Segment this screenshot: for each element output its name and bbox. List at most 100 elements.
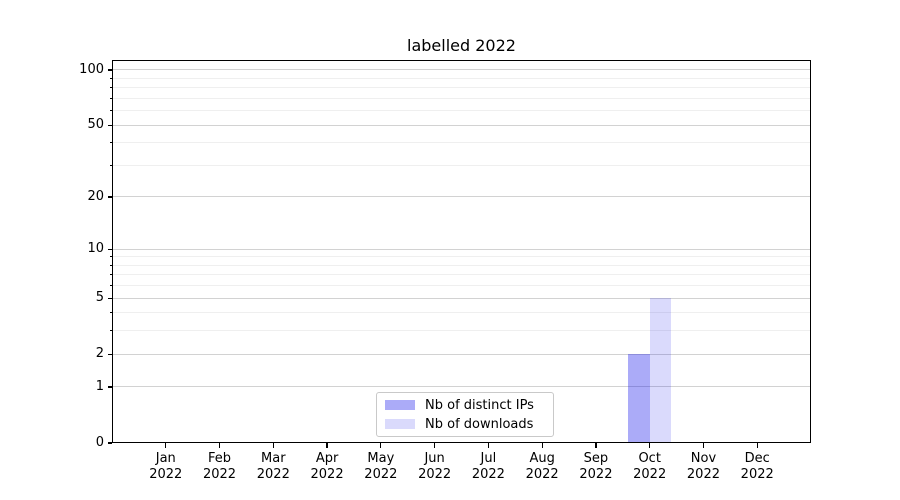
x-tick xyxy=(272,443,274,448)
x-tick-month: Apr xyxy=(315,451,339,466)
x-tick-month: Jan xyxy=(155,451,176,466)
x-tick xyxy=(702,443,705,448)
x-tick-month: May xyxy=(367,451,395,466)
y-minor-tick xyxy=(109,97,112,99)
y-minor-tick xyxy=(109,274,112,276)
y-tick-label: 2 xyxy=(95,346,104,362)
y-major-tick xyxy=(107,353,112,355)
y-tick-label: 100 xyxy=(79,61,104,77)
y-gridline-minor xyxy=(112,330,811,332)
legend-swatch-distinct-ips xyxy=(385,400,415,410)
x-tick-month: Jun xyxy=(424,451,445,466)
y-gridline-minor xyxy=(112,285,811,287)
y-minor-tick xyxy=(109,87,112,89)
y-gridline-minor xyxy=(112,312,811,314)
y-gridline-major xyxy=(112,124,811,126)
x-tick xyxy=(380,443,382,448)
x-tick-label: Jul 2022 xyxy=(458,451,518,482)
x-tick xyxy=(595,443,597,448)
x-tick xyxy=(434,443,436,448)
x-tick-month: Nov xyxy=(690,451,717,466)
legend: Nb of distinct IPs Nb of downloads xyxy=(376,392,554,437)
x-tick-year: 2022 xyxy=(202,466,237,482)
y-tick-label: 5 xyxy=(95,290,104,306)
y-major-tick xyxy=(107,297,112,299)
chart-title: labelled 2022 xyxy=(407,36,516,55)
y-gridline-minor xyxy=(112,110,811,112)
y-tick-label: 50 xyxy=(87,117,104,133)
x-tick xyxy=(218,443,221,448)
y-major-tick xyxy=(107,124,112,126)
y-major-tick xyxy=(107,196,112,198)
legend-swatch-downloads xyxy=(385,419,415,429)
x-tick-year: 2022 xyxy=(418,466,452,482)
x-tick-label: Dec 2022 xyxy=(727,451,787,482)
y-major-tick xyxy=(107,442,112,444)
x-tick-month: Oct xyxy=(638,451,661,466)
x-tick xyxy=(487,443,489,448)
x-tick-label: Jun 2022 xyxy=(405,451,465,482)
y-minor-tick xyxy=(109,285,112,287)
legend-entry-distinct-ips: Nb of distinct IPs xyxy=(385,398,553,413)
bar-nb-of-downloads-oct xyxy=(649,298,672,443)
y-tick-label: 0 xyxy=(95,435,104,450)
x-tick-year: 2022 xyxy=(256,466,290,482)
bar-nb-of-distinct-ips-oct xyxy=(628,354,650,443)
x-tick-year: 2022 xyxy=(525,466,559,482)
x-tick-label: May 2022 xyxy=(351,451,411,482)
x-tick-label: Mar 2022 xyxy=(243,451,303,482)
y-tick-label: 10 xyxy=(87,241,104,257)
x-tick-year: 2022 xyxy=(471,466,505,482)
y-major-tick xyxy=(107,248,112,250)
y-tick-label: 20 xyxy=(87,188,104,204)
x-tick-label: Feb 2022 xyxy=(190,451,250,482)
y-minor-tick xyxy=(109,312,112,314)
x-tick-label: Apr 2022 xyxy=(297,451,357,482)
y-gridline-major xyxy=(112,297,811,299)
x-tick-year: 2022 xyxy=(364,466,398,482)
legend-label-downloads: Nb of downloads xyxy=(425,416,534,432)
x-tick-label: Jan 2022 xyxy=(136,451,196,482)
y-minor-tick xyxy=(109,164,112,166)
y-gridline-minor xyxy=(112,164,811,166)
x-tick-month: Feb xyxy=(208,451,232,466)
x-tick-year: 2022 xyxy=(686,466,720,482)
x-tick-month: Sep xyxy=(583,451,609,466)
x-tick-label: Aug 2022 xyxy=(512,451,572,482)
y-gridline-minor xyxy=(112,264,811,266)
y-gridline-minor xyxy=(112,97,811,99)
y-minor-tick xyxy=(109,142,112,144)
x-tick xyxy=(165,443,167,448)
x-tick-month: Jul xyxy=(480,451,497,466)
y-minor-tick xyxy=(109,264,112,266)
x-tick-year: 2022 xyxy=(310,466,344,482)
y-major-tick xyxy=(107,69,112,71)
y-gridline-major xyxy=(112,69,811,71)
y-gridline-major xyxy=(112,196,811,198)
y-gridline-major xyxy=(112,248,811,250)
x-tick-label: Sep 2022 xyxy=(566,451,626,482)
x-tick xyxy=(326,443,328,448)
y-gridline-major xyxy=(112,386,811,388)
x-tick-year: 2022 xyxy=(740,466,774,482)
x-tick xyxy=(756,443,758,448)
x-tick-month: Mar xyxy=(261,451,286,466)
x-tick-year: 2022 xyxy=(579,466,613,482)
x-tick-year: 2022 xyxy=(149,466,183,482)
x-tick-label: Nov 2022 xyxy=(673,451,733,482)
y-gridline-minor xyxy=(112,256,811,258)
y-gridline-minor xyxy=(112,77,811,79)
x-tick-month: Aug xyxy=(529,451,555,466)
y-gridline-minor xyxy=(112,274,811,276)
y-minor-tick xyxy=(109,256,112,258)
x-tick-month: Dec xyxy=(744,451,770,466)
legend-entry-downloads: Nb of downloads xyxy=(385,417,553,432)
x-tick xyxy=(541,443,543,448)
y-tick-label: 1 xyxy=(95,378,104,394)
x-tick xyxy=(649,443,651,448)
y-gridline-minor xyxy=(112,142,811,144)
y-gridline-major xyxy=(112,353,811,355)
legend-label-distinct-ips: Nb of distinct IPs xyxy=(425,397,534,413)
y-minor-tick xyxy=(109,330,112,332)
